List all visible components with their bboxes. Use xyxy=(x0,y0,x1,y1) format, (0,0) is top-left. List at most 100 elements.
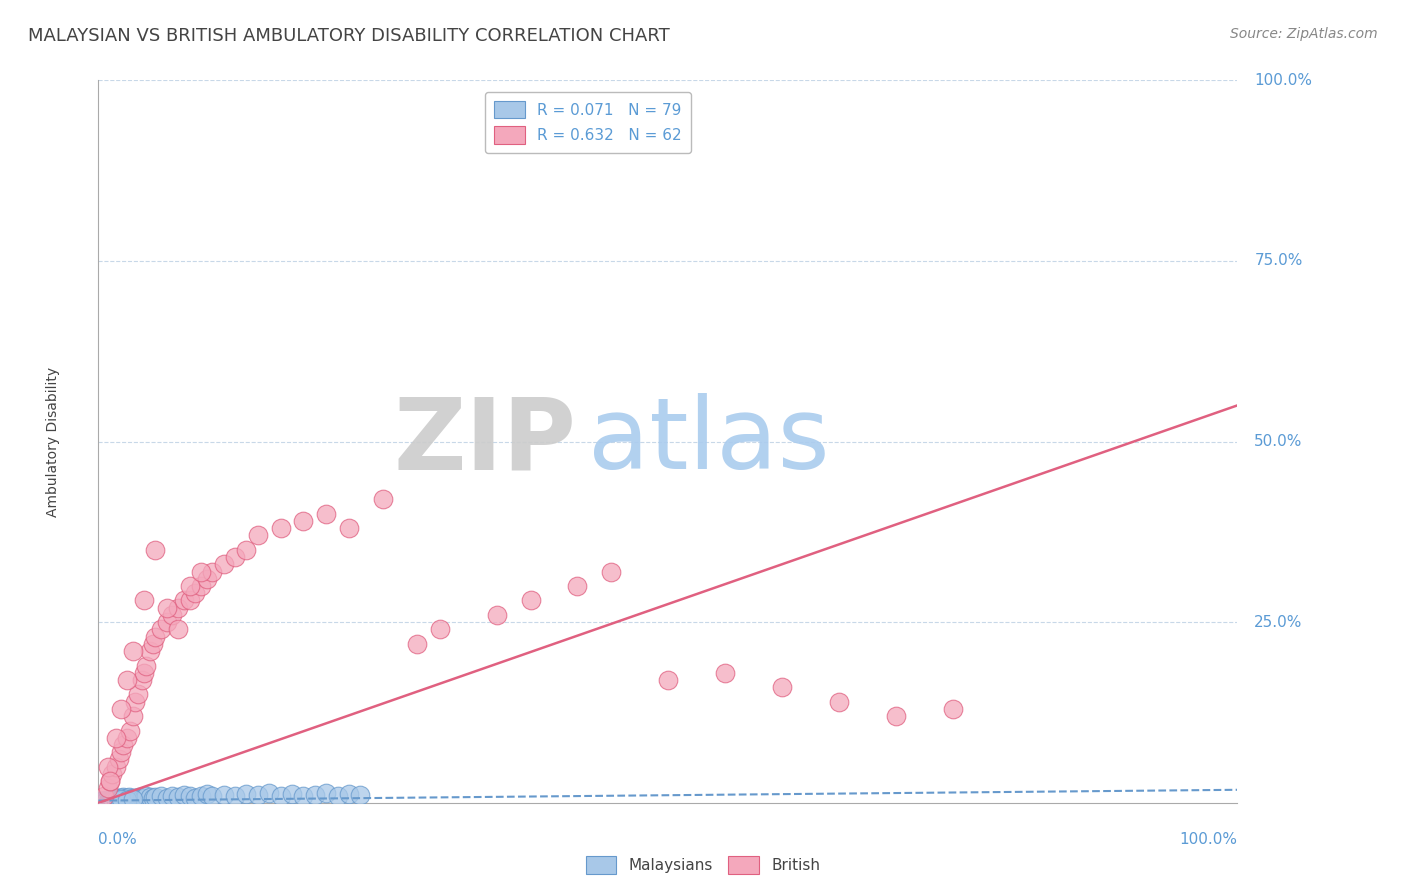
Text: 75.0%: 75.0% xyxy=(1254,253,1303,268)
Point xyxy=(162,607,184,622)
Point xyxy=(114,792,136,806)
Point xyxy=(212,558,235,572)
Point xyxy=(190,789,212,803)
Point xyxy=(108,752,131,766)
Point xyxy=(90,795,112,809)
Point xyxy=(486,607,509,622)
Point xyxy=(107,794,129,808)
Point xyxy=(259,786,281,800)
Point xyxy=(104,793,127,807)
Point xyxy=(173,788,195,802)
Text: Ambulatory Disability: Ambulatory Disability xyxy=(46,367,60,516)
Point xyxy=(138,790,160,805)
Point xyxy=(112,790,135,805)
Point xyxy=(90,794,112,808)
Point xyxy=(156,600,179,615)
Point xyxy=(337,521,360,535)
Point xyxy=(201,789,224,804)
Text: ZIP: ZIP xyxy=(394,393,576,490)
Point xyxy=(110,745,132,759)
Point xyxy=(167,600,190,615)
Point xyxy=(90,794,112,808)
Point xyxy=(93,789,115,803)
Point xyxy=(371,492,394,507)
Point xyxy=(108,791,131,805)
Point xyxy=(173,593,195,607)
Point xyxy=(91,795,114,809)
Point xyxy=(179,593,201,607)
Point xyxy=(600,565,623,579)
Point xyxy=(103,794,125,808)
Point xyxy=(93,794,115,808)
Point xyxy=(246,528,269,542)
Point xyxy=(104,760,127,774)
Point xyxy=(520,593,543,607)
Point xyxy=(114,790,136,805)
Point xyxy=(190,565,212,579)
Point xyxy=(103,791,125,805)
Point xyxy=(884,709,907,723)
Point xyxy=(201,565,224,579)
Point xyxy=(104,792,127,806)
Point xyxy=(942,702,965,716)
Point xyxy=(96,793,118,807)
Point xyxy=(167,790,190,805)
Point xyxy=(96,794,118,808)
Point xyxy=(270,789,292,803)
Text: 0.0%: 0.0% xyxy=(98,831,138,847)
Point xyxy=(100,794,122,808)
Point xyxy=(246,788,269,802)
Point xyxy=(138,644,160,658)
Point xyxy=(98,794,121,808)
Point xyxy=(224,550,246,565)
Point xyxy=(131,673,153,687)
Point xyxy=(108,793,131,807)
Point xyxy=(145,542,167,557)
Point xyxy=(657,673,679,687)
Point xyxy=(162,789,184,803)
Point xyxy=(145,630,167,644)
Point xyxy=(121,644,143,658)
Point xyxy=(212,788,235,802)
Point xyxy=(828,695,851,709)
Point xyxy=(132,665,155,680)
Point xyxy=(190,579,212,593)
Legend: Malaysians, British: Malaysians, British xyxy=(579,850,827,880)
Point xyxy=(103,793,125,807)
Point xyxy=(90,794,112,808)
Point xyxy=(270,521,292,535)
Point xyxy=(132,790,155,805)
Point xyxy=(142,790,165,805)
Point xyxy=(770,680,793,694)
Point xyxy=(101,793,124,807)
Point xyxy=(124,790,146,805)
Point xyxy=(110,702,132,716)
Point xyxy=(195,787,218,801)
Text: Source: ZipAtlas.com: Source: ZipAtlas.com xyxy=(1230,27,1378,41)
Point xyxy=(115,731,138,745)
Point xyxy=(108,792,131,806)
Point xyxy=(235,787,257,801)
Point xyxy=(337,787,360,801)
Text: atlas: atlas xyxy=(588,393,830,490)
Point xyxy=(115,793,138,807)
Point xyxy=(167,623,190,637)
Text: MALAYSIAN VS BRITISH AMBULATORY DISABILITY CORRELATION CHART: MALAYSIAN VS BRITISH AMBULATORY DISABILI… xyxy=(28,27,669,45)
Point xyxy=(96,794,118,808)
Point xyxy=(107,793,129,807)
Text: 100.0%: 100.0% xyxy=(1254,73,1312,87)
Point xyxy=(94,794,117,808)
Point xyxy=(124,695,146,709)
Point xyxy=(142,637,165,651)
Point xyxy=(121,791,143,805)
Point xyxy=(111,791,134,805)
Point xyxy=(117,791,139,805)
Point xyxy=(98,774,121,789)
Point xyxy=(121,709,143,723)
Point xyxy=(156,790,179,805)
Point xyxy=(326,789,349,803)
Point xyxy=(135,789,157,804)
Point xyxy=(145,790,167,805)
Point xyxy=(97,794,120,808)
Point xyxy=(121,792,143,806)
